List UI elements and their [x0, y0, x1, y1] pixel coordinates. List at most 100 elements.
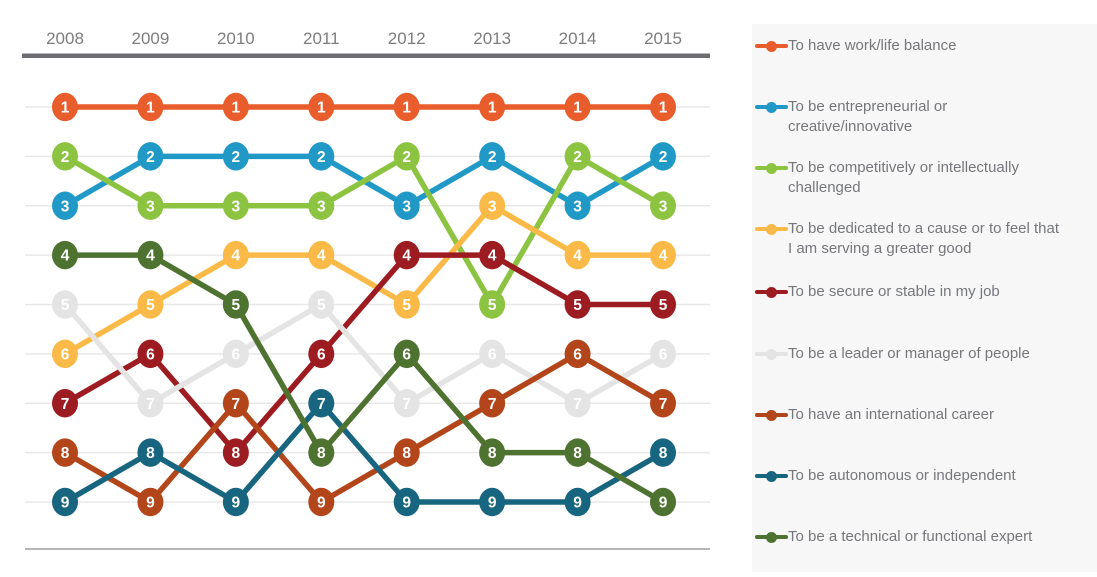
axis-top-rule: [22, 53, 710, 58]
legend-item-entrepreneurial: To be entrepreneurial or creative/innova…: [755, 97, 1097, 137]
rank-marker: 7: [308, 389, 335, 418]
rank-marker: 5: [479, 290, 506, 319]
svg-text:9: 9: [659, 495, 668, 512]
svg-text:8: 8: [573, 445, 582, 462]
rank-marker: 3: [52, 191, 78, 220]
year-label: 2009: [132, 29, 170, 48]
rank-marker: 4: [222, 240, 249, 270]
rank-marker: 1: [564, 92, 591, 122]
svg-text:1: 1: [317, 100, 326, 117]
svg-text:2: 2: [232, 149, 241, 166]
rank-marker: 8: [52, 438, 78, 467]
svg-text:9: 9: [232, 495, 241, 512]
rank-marker: 6: [137, 339, 164, 369]
svg-text:4: 4: [659, 248, 668, 265]
svg-text:4: 4: [146, 248, 155, 265]
svg-text:8: 8: [232, 445, 241, 462]
svg-text:1: 1: [232, 100, 241, 117]
rank-marker: 4: [308, 240, 335, 270]
rank-marker: 7: [564, 389, 591, 418]
rank-marker: 1: [393, 92, 420, 122]
svg-text:5: 5: [146, 297, 155, 314]
rank-marker: 3: [308, 191, 335, 220]
rank-marker: 8: [650, 438, 677, 467]
year-label: 2011: [303, 29, 340, 48]
rank-marker: 1: [308, 92, 335, 122]
svg-text:1: 1: [146, 100, 155, 117]
svg-text:9: 9: [488, 495, 497, 512]
svg-text:3: 3: [317, 198, 326, 215]
legend-item-work-life-balance: To have work/life balance: [755, 36, 1097, 56]
svg-text:3: 3: [61, 198, 70, 215]
rank-marker: 2: [650, 142, 677, 171]
svg-text:1: 1: [402, 100, 411, 117]
svg-text:6: 6: [659, 346, 668, 363]
svg-text:3: 3: [488, 198, 497, 215]
rank-marker: 6: [52, 339, 78, 369]
svg-text:7: 7: [573, 396, 582, 413]
svg-text:8: 8: [659, 445, 668, 462]
svg-text:6: 6: [61, 346, 70, 363]
svg-text:2: 2: [146, 149, 155, 166]
svg-text:5: 5: [61, 297, 70, 314]
rank-marker: 5: [52, 290, 78, 319]
rank-marker: 3: [564, 191, 591, 220]
svg-text:1: 1: [61, 100, 70, 117]
legend-line-dot-icon: [755, 158, 788, 178]
series-line: [62, 301, 666, 406]
rank-marker: 5: [222, 290, 249, 319]
svg-text:3: 3: [573, 198, 582, 215]
svg-text:3: 3: [659, 198, 668, 215]
legend-label: To be competitively or intellectually ch…: [788, 159, 1019, 196]
chart-area: 2008 2009 2010 2011 2012 2013 2014 2015 1 1 1 1 1 1 1 1…: [22, 29, 710, 550]
svg-text:7: 7: [61, 396, 70, 413]
series-line: [62, 203, 666, 357]
rank-marker: 6: [650, 339, 677, 369]
legend-label: To be a leader or manager of people: [788, 345, 1030, 362]
rank-marker: 1: [650, 92, 677, 122]
year-label: 2010: [217, 29, 255, 48]
rank-marker: 8: [222, 438, 249, 467]
rank-marker: 8: [137, 438, 164, 467]
rank-marker: 5: [564, 290, 591, 319]
svg-text:2: 2: [573, 149, 582, 166]
svg-text:2: 2: [488, 149, 497, 166]
rank-marker: 2: [52, 142, 78, 171]
rank-marker: 8: [393, 438, 420, 467]
year-label: 2013: [473, 29, 511, 48]
svg-text:8: 8: [317, 445, 326, 462]
svg-text:6: 6: [146, 346, 155, 363]
rank-marker: 3: [479, 191, 506, 220]
svg-text:7: 7: [488, 396, 497, 413]
svg-text:5: 5: [573, 297, 582, 314]
rank-marker: 2: [393, 142, 420, 171]
legend-item-secure-stable: To be secure or stable in my job: [755, 282, 1097, 302]
rank-marker: 2: [137, 142, 164, 171]
rank-marker: 1: [222, 92, 249, 122]
rank-marker: 3: [393, 191, 420, 220]
rank-marker: 4: [137, 240, 164, 270]
rank-marker: 1: [52, 92, 78, 122]
rank-marker: 3: [222, 191, 249, 220]
year-label: 2014: [559, 29, 597, 48]
legend-label: To be entrepreneurial or creative/innova…: [788, 98, 948, 135]
svg-text:4: 4: [232, 248, 241, 265]
svg-text:2: 2: [402, 149, 411, 166]
svg-text:9: 9: [573, 495, 582, 512]
svg-text:8: 8: [402, 445, 411, 462]
rank-marker: 9: [137, 487, 164, 517]
legend-item-competitively-challenged: To be competitively or intellectually ch…: [755, 158, 1097, 198]
legend-label: To be dedicated to a cause or to feel th…: [788, 220, 1060, 257]
rank-marker: 6: [393, 339, 420, 369]
rank-marker: 8: [479, 438, 506, 467]
rank-marker: 4: [393, 240, 420, 270]
rank-marker: 6: [564, 339, 591, 369]
rank-marker: 2: [308, 142, 335, 171]
year-label: 2008: [46, 29, 84, 48]
bump-chart: 2008 2009 2010 2011 2012 2013 2014 2015 1 1 1 1 1 1 1 1…: [22, 29, 710, 550]
rank-marker: 1: [137, 92, 164, 122]
rank-marker: 7: [137, 389, 164, 418]
svg-text:4: 4: [402, 248, 411, 265]
series-line: [62, 400, 666, 505]
